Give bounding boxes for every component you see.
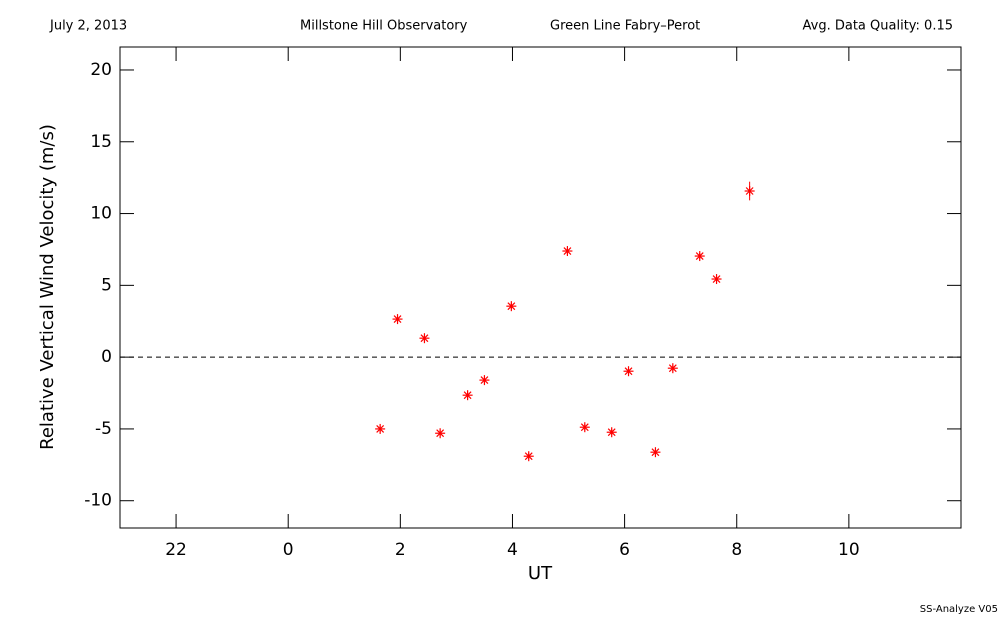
y-tick-label: -10 xyxy=(84,491,112,511)
point xyxy=(744,186,755,197)
plot-frame xyxy=(119,46,962,529)
x-axis-label: UT xyxy=(528,563,553,584)
x-tick-label: 6 xyxy=(619,540,630,560)
x-tick-label: 8 xyxy=(731,540,742,560)
x-tick-label: 2 xyxy=(395,540,406,560)
asterisk-stroke xyxy=(624,367,633,376)
asterisk-stroke xyxy=(393,315,402,324)
point xyxy=(650,447,661,458)
asterisk-stroke xyxy=(695,252,704,260)
asterisk-stroke xyxy=(607,428,616,437)
observatory: Millstone Hill Observatory xyxy=(300,19,468,34)
point xyxy=(392,314,403,325)
point xyxy=(623,366,634,377)
point xyxy=(419,333,430,344)
y-tick-label: 0 xyxy=(101,347,112,367)
point xyxy=(579,422,590,433)
point xyxy=(562,246,573,257)
asterisk-stroke xyxy=(712,275,721,283)
y-tick-label: 15 xyxy=(90,132,112,152)
y-tick-label: 5 xyxy=(101,275,112,295)
asterisk-stroke xyxy=(745,187,754,195)
point xyxy=(667,363,678,374)
point xyxy=(435,428,446,439)
y-axis-label: Relative Vertical Wind Velocity (m/s) xyxy=(37,124,58,450)
asterisk-stroke xyxy=(376,425,385,433)
point xyxy=(694,251,705,262)
point xyxy=(462,390,473,401)
footer: SS-Analyze V05 xyxy=(920,604,998,615)
x-tick-label: 10 xyxy=(838,540,860,560)
asterisk-stroke xyxy=(507,302,516,311)
y-tick-label: 20 xyxy=(90,60,112,80)
point xyxy=(606,427,617,438)
x-tick-label: 0 xyxy=(283,540,294,560)
point xyxy=(711,274,722,285)
date: July 2, 2013 xyxy=(49,19,127,34)
asterisk-stroke xyxy=(436,429,445,438)
asterisk-stroke xyxy=(524,452,533,461)
data-quality: Avg. Data Quality: 0.15 xyxy=(803,19,953,34)
x-tick-label: 4 xyxy=(507,540,518,560)
asterisk-stroke xyxy=(580,423,589,432)
asterisk-stroke xyxy=(420,334,429,343)
point xyxy=(523,451,534,462)
y-tick-label: -5 xyxy=(95,419,112,439)
instrument: Green Line Fabry–Perot xyxy=(550,19,700,34)
asterisk-stroke xyxy=(463,391,472,400)
asterisk-stroke xyxy=(563,247,572,255)
asterisk-stroke xyxy=(480,376,489,385)
point xyxy=(375,423,386,434)
asterisk-stroke xyxy=(651,448,660,457)
y-tick-label: 10 xyxy=(90,204,112,224)
asterisk-stroke xyxy=(668,364,677,373)
point xyxy=(479,375,490,386)
point xyxy=(506,301,517,312)
x-tick-label: 22 xyxy=(165,540,187,560)
